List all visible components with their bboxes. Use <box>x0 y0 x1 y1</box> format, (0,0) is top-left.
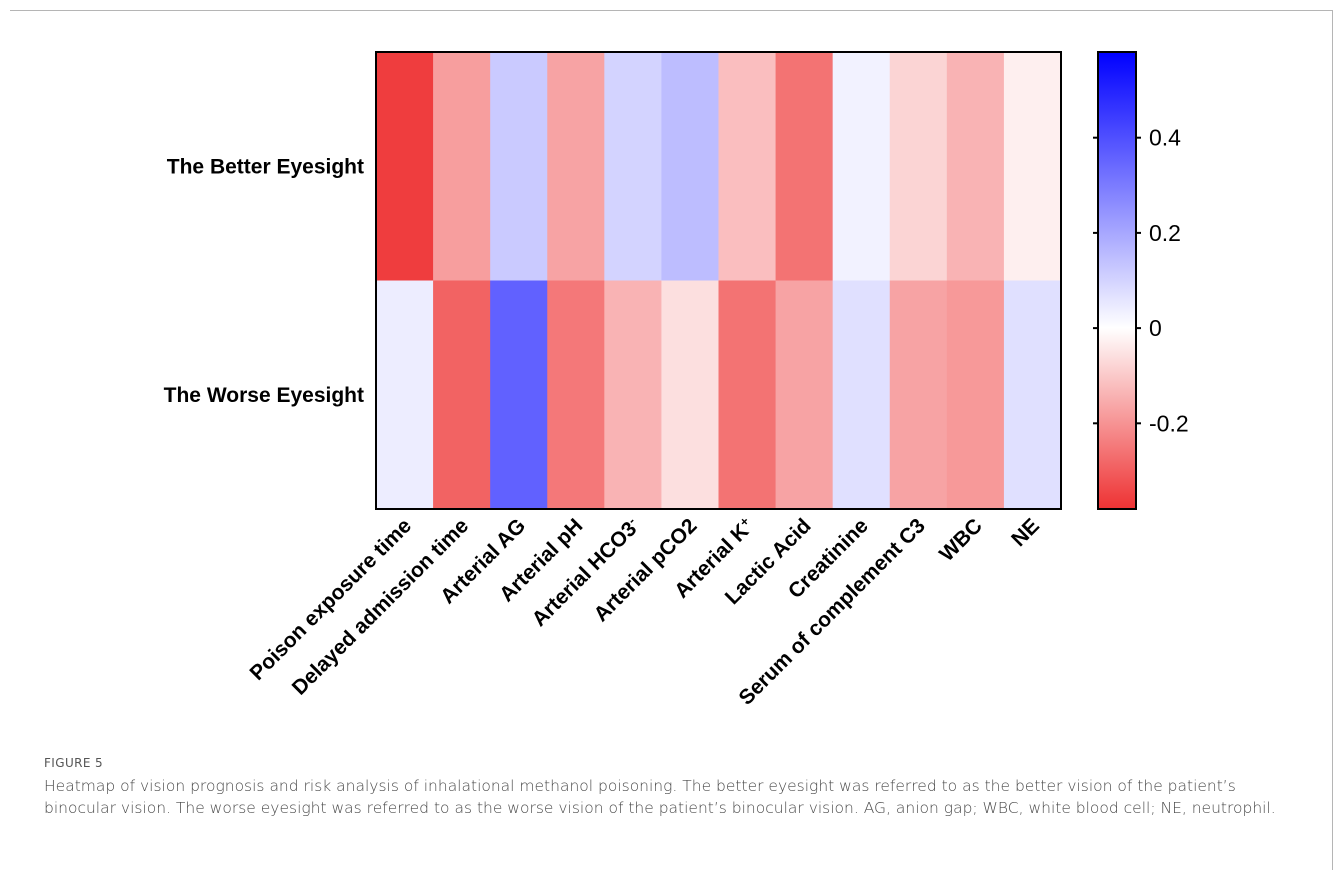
heatmap-cell <box>889 52 948 282</box>
column-label: WBC <box>935 514 987 566</box>
heatmap-cell <box>718 52 777 282</box>
heatmap-cell <box>1003 280 1062 510</box>
colorbar-tick-label: -0.2 <box>1149 410 1189 436</box>
heatmap-cell <box>889 280 948 510</box>
row-label: The Worse Eyesight <box>164 384 364 407</box>
heatmap-cell <box>661 52 720 282</box>
heatmap-cell <box>832 280 891 510</box>
column-label: NE <box>1007 514 1044 551</box>
heatmap-cell <box>433 280 491 510</box>
heatmap-cell <box>547 280 605 510</box>
heatmap-cell <box>604 280 663 510</box>
figure-caption: FIGURE 5 Heatmap of vision prognosis and… <box>44 756 1304 819</box>
heatmap-cell <box>547 52 605 282</box>
heatmap-cell <box>490 52 548 282</box>
colorbar <box>1097 51 1137 510</box>
heatmap-cell <box>661 280 720 510</box>
colorbar-tick-label: 0.4 <box>1149 125 1181 151</box>
heatmap-cell <box>946 52 1005 282</box>
row-label: The Better Eyesight <box>167 155 364 178</box>
heatmap-border <box>375 51 1062 510</box>
heatmap-cell <box>718 280 777 510</box>
heatmap-cell <box>946 280 1005 510</box>
heatmap-cell <box>376 280 434 510</box>
heatmap-cell <box>775 52 834 282</box>
heatmap-cell <box>604 52 663 282</box>
heatmap-cell <box>775 280 834 510</box>
heatmap-cell <box>490 280 548 510</box>
heatmap-cell <box>433 52 491 282</box>
colorbar-tick-label: 0 <box>1149 315 1162 341</box>
heatmap-cell <box>1003 52 1062 282</box>
colorbar-tick-label: 0.2 <box>1149 220 1181 246</box>
figure-label: FIGURE 5 <box>44 756 104 770</box>
heatmap-cell <box>832 52 891 282</box>
figure-caption-text: Heatmap of vision prognosis and risk ana… <box>44 777 1276 817</box>
column-label: Arterial pCO2 <box>590 514 702 626</box>
heatmap-cell <box>376 52 434 282</box>
